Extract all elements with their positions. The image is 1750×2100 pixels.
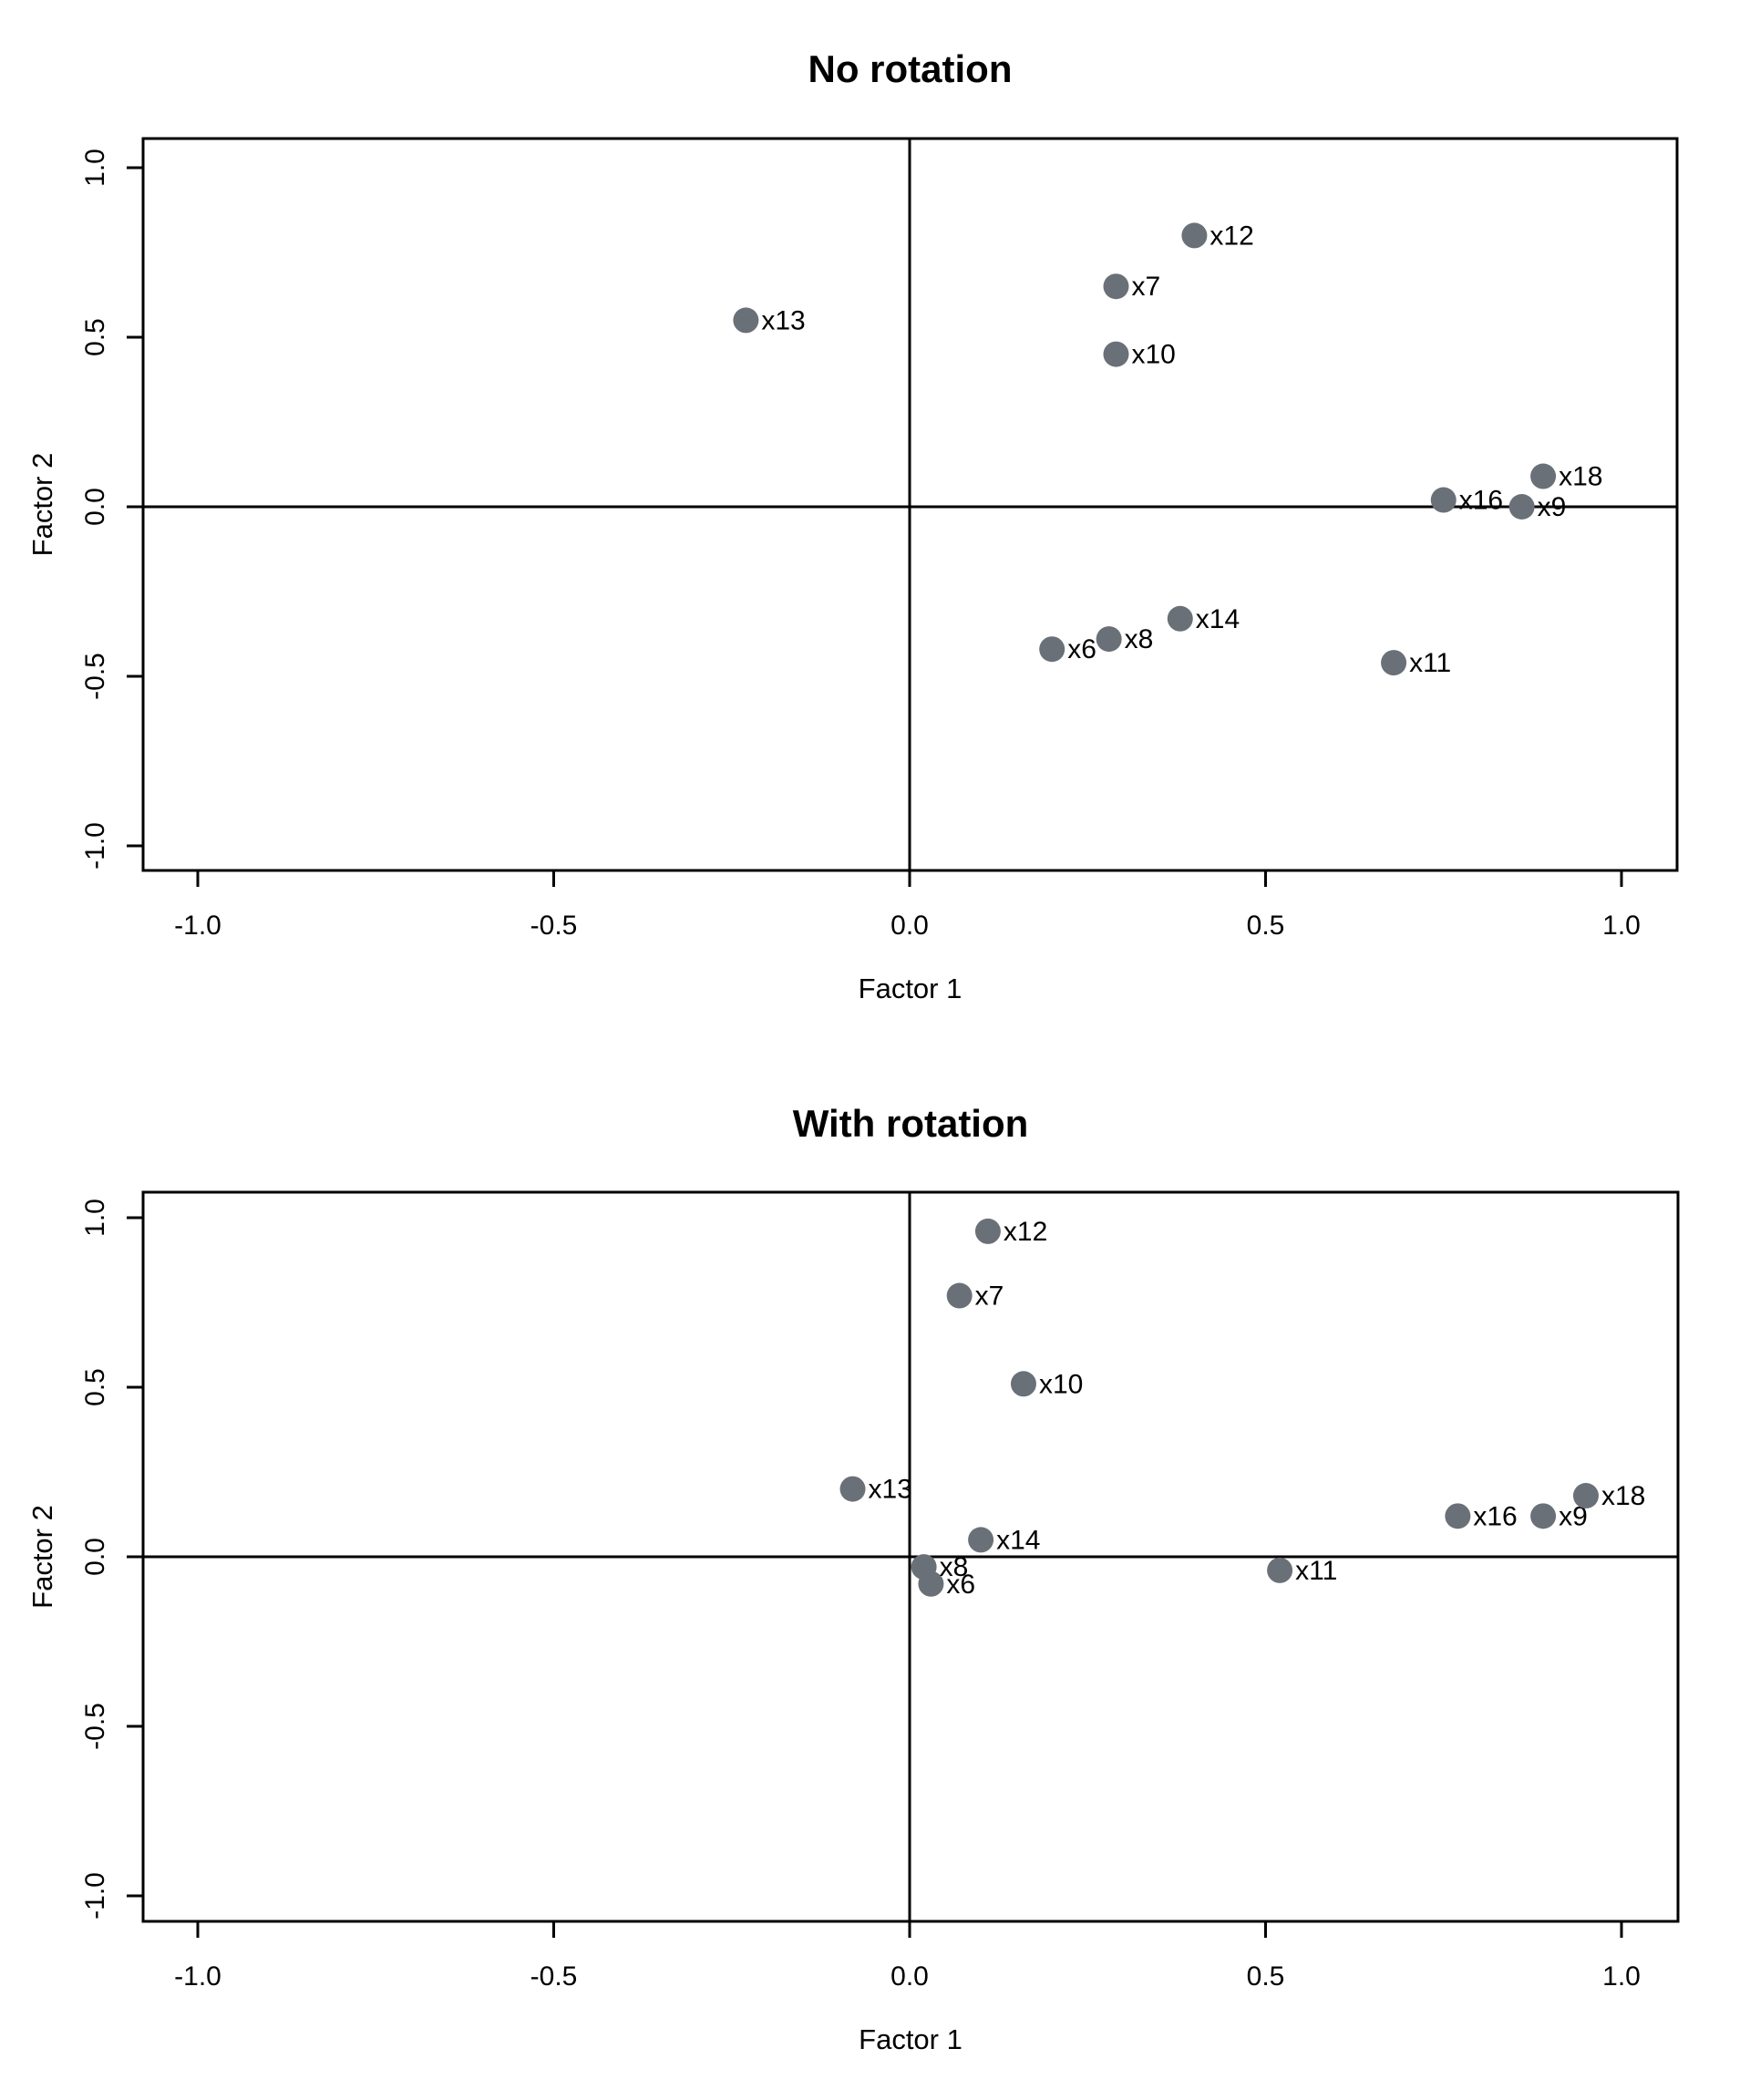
point-x16: x16 — [1445, 1501, 1518, 1531]
point-x9: x9 — [1508, 492, 1567, 522]
point-marker — [1445, 1503, 1471, 1529]
point-marker — [1381, 650, 1407, 676]
point-label: x13 — [869, 1475, 912, 1505]
point-x10: x10 — [1010, 1369, 1083, 1399]
point-x8: x8 — [911, 1552, 969, 1582]
y-tick-label: 1.0 — [80, 1199, 110, 1237]
point-label: x6 — [946, 1570, 975, 1600]
point-label: x13 — [761, 305, 805, 335]
point-x13: x13 — [733, 305, 806, 335]
point-label: x11 — [1409, 648, 1451, 678]
chart-title: No rotation — [808, 47, 1013, 90]
point-label: x7 — [975, 1282, 1004, 1312]
x-tick-label: 0.0 — [890, 1961, 929, 1992]
y-axis-label: Factor 2 — [26, 1505, 58, 1609]
y-tick-label: 0.5 — [80, 318, 110, 356]
point-x7: x7 — [1103, 272, 1160, 302]
y-tick-label: -0.5 — [80, 653, 110, 700]
chart-no-rotation: No rotation -1.0 -0.5 0.0 0.5 1.0 -1.0 -0.5 0.0 0… — [26, 47, 1679, 1004]
point-marker — [1530, 1503, 1557, 1529]
x-tick-label: 0.0 — [890, 911, 929, 941]
point-label: x10 — [1039, 1369, 1083, 1399]
point-marker — [1096, 626, 1122, 653]
y-tick-label: 1.0 — [80, 149, 110, 187]
x-tick-label: -0.5 — [530, 1961, 578, 1992]
point-marker — [1430, 487, 1457, 513]
point-label: x14 — [996, 1525, 1040, 1555]
point-x13: x13 — [839, 1475, 912, 1505]
point-x18: x18 — [1530, 462, 1602, 492]
x-tick-label: 0.5 — [1247, 911, 1285, 941]
y-axis-label: Factor 2 — [26, 453, 58, 557]
point-x18: x18 — [1572, 1481, 1645, 1511]
point-marker — [733, 307, 759, 334]
point-x8: x8 — [1096, 624, 1154, 654]
y-tick-label: -1.0 — [80, 1872, 110, 1920]
point-marker — [974, 1218, 1001, 1244]
point-marker — [1530, 463, 1557, 489]
x-tick-label: -1.0 — [174, 911, 221, 941]
point-label: x6 — [1067, 634, 1096, 664]
y-tick-label: 0.5 — [80, 1368, 110, 1406]
point-label: x10 — [1131, 340, 1175, 370]
point-label: x7 — [1131, 272, 1160, 302]
x-tick-label: 1.0 — [1602, 911, 1641, 941]
point-label: x12 — [1210, 221, 1253, 251]
x-tick-label: 0.5 — [1247, 1961, 1285, 1992]
x-axis-label: Factor 1 — [859, 2023, 962, 2055]
point-x12: x12 — [974, 1217, 1047, 1247]
y-tick-label: 0.0 — [80, 488, 110, 526]
point-label: x16 — [1459, 486, 1503, 516]
point-label: x12 — [1004, 1217, 1047, 1247]
point-label: x18 — [1559, 462, 1602, 492]
point-x11: x11 — [1381, 648, 1451, 678]
point-marker — [1572, 1483, 1599, 1509]
point-marker — [839, 1476, 866, 1502]
point-label: x11 — [1295, 1556, 1337, 1586]
x-tick-label: 1.0 — [1602, 1961, 1641, 1992]
point-x14: x14 — [968, 1525, 1040, 1555]
point-label: x18 — [1601, 1481, 1645, 1511]
x-tick-label: -0.5 — [530, 911, 578, 941]
chart-with-rotation: With rotation -1.0 -0.5 0.0 0.5 1.0 -1.0 -0.5 0.… — [26, 1102, 1680, 2055]
point-label: x16 — [1473, 1501, 1517, 1531]
point-marker — [1267, 1557, 1293, 1583]
point-x6: x6 — [1039, 634, 1096, 664]
point-x14: x14 — [1167, 604, 1240, 634]
point-x11: x11 — [1267, 1556, 1337, 1586]
point-x10: x10 — [1103, 340, 1176, 370]
point-x16: x16 — [1430, 486, 1503, 516]
y-tick-label: 0.0 — [80, 1538, 110, 1576]
point-marker — [1103, 273, 1129, 300]
point-x7: x7 — [946, 1282, 1004, 1312]
point-marker — [1508, 494, 1535, 520]
point-label: x8 — [940, 1552, 969, 1582]
point-marker — [911, 1554, 937, 1580]
x-axis-label: Factor 1 — [859, 973, 962, 1004]
point-x9: x9 — [1530, 1501, 1588, 1531]
point-label: x14 — [1196, 604, 1240, 634]
chart-title: With rotation — [793, 1102, 1029, 1145]
point-marker — [1181, 222, 1208, 249]
y-tick-label: -1.0 — [80, 822, 110, 870]
point-marker — [1039, 636, 1065, 663]
point-x12: x12 — [1181, 221, 1254, 251]
point-marker — [946, 1282, 973, 1309]
point-marker — [968, 1527, 994, 1553]
point-label: x9 — [1538, 492, 1567, 522]
point-marker — [1103, 341, 1129, 367]
point-marker — [1010, 1371, 1036, 1397]
point-marker — [1167, 605, 1193, 632]
point-label: x8 — [1125, 624, 1154, 654]
y-tick-label: -0.5 — [80, 1703, 110, 1750]
x-tick-label: -1.0 — [174, 1961, 221, 1992]
